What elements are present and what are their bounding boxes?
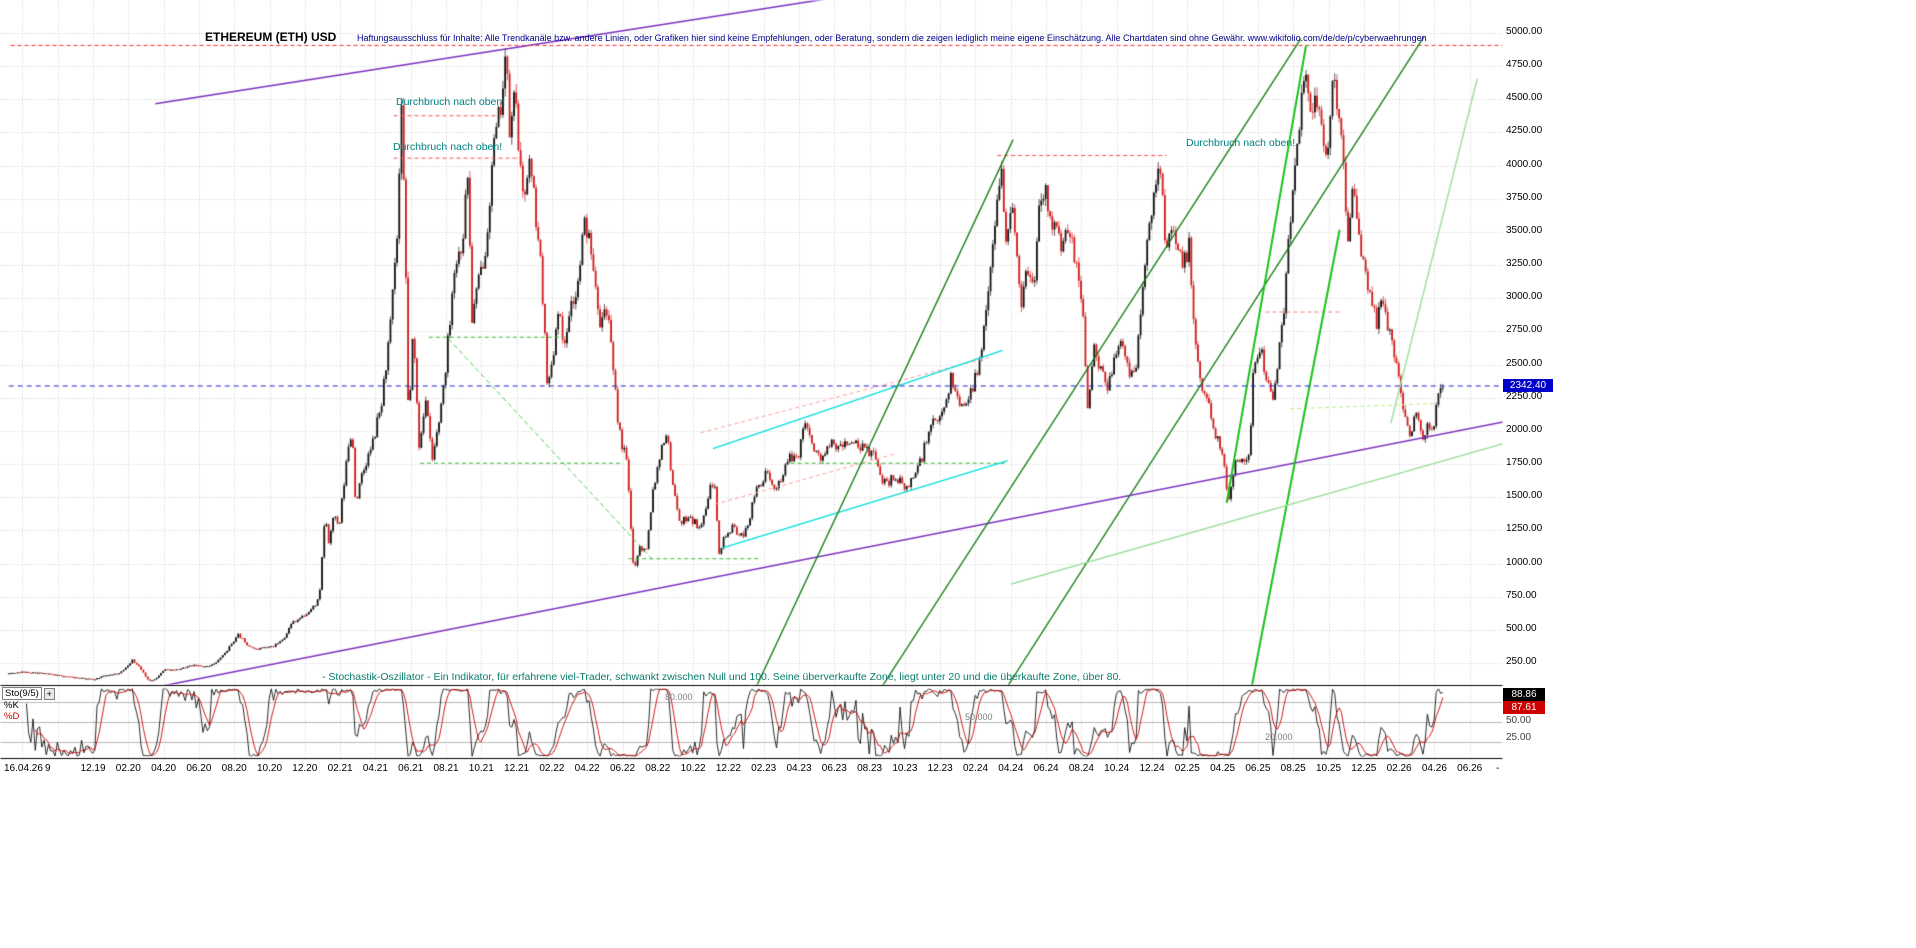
indicator-header[interactable]: Sto(9/5) + — [2, 687, 55, 700]
time-axis-label: 04.21 — [362, 763, 388, 774]
indicator-expand-icon[interactable]: + — [43, 687, 55, 700]
time-axis-label: 08.20 — [221, 763, 247, 774]
price-axis-label: 4500.00 — [1506, 92, 1543, 104]
time-axis-label: 12.25 — [1351, 763, 1377, 774]
time-axis-label: 06.23 — [821, 763, 847, 774]
time-axis-label: 9 — [45, 763, 51, 774]
price-axis-label: 3750.00 — [1506, 191, 1543, 203]
time-axis-label: 02.22 — [539, 763, 565, 774]
sto-axis-label: 25.00 — [1506, 732, 1532, 743]
percent-d-label: %D — [4, 711, 20, 722]
time-axis-label: 06.22 — [609, 763, 636, 774]
price-axis-label: 2500.00 — [1506, 357, 1543, 369]
time-axis-label: 02.21 — [327, 763, 353, 774]
time-axis-label: 04.24 — [998, 763, 1024, 774]
price-axis-label: 250.00 — [1506, 656, 1537, 667]
time-axis-label: 02.25 — [1174, 763, 1200, 774]
time-axis-label: 06.25 — [1245, 763, 1271, 774]
last-price-badge: 2342.40 — [1503, 379, 1553, 392]
price-axis-label: 2250.00 — [1506, 390, 1543, 402]
time-axis-label: 04.23 — [786, 763, 812, 774]
time-axis-label: 10.21 — [468, 763, 494, 774]
stochastic-k-value-badge: 88.86 — [1503, 688, 1545, 701]
price-axis-label: 4250.00 — [1506, 125, 1543, 137]
time-axis-label: 12.22 — [715, 763, 741, 774]
time-axis-label: 08.22 — [645, 763, 671, 774]
price-axis-label: 4750.00 — [1506, 59, 1543, 71]
time-axis-label: 02.23 — [751, 763, 777, 774]
time-axis-label: 02.26 — [1386, 763, 1412, 774]
breakout-annotation: Durchbruch nach oben! — [393, 141, 503, 153]
price-axis-label: 4000.00 — [1506, 158, 1543, 170]
time-axis-label: 04.25 — [1210, 763, 1236, 774]
time-axis-label: 04.22 — [574, 763, 600, 774]
price-axis-label: 3250.00 — [1506, 258, 1543, 270]
time-axis-label: 12.20 — [292, 763, 318, 774]
time-axis-label: 16.04.26 — [4, 763, 43, 774]
time-axis-label: 10.25 — [1315, 763, 1342, 774]
percent-k-label: %K — [4, 700, 19, 711]
time-axis-label: 12.24 — [1139, 763, 1165, 774]
time-axis-label: 02.20 — [115, 763, 141, 774]
time-axis-label: 06.24 — [1033, 763, 1059, 774]
time-axis-label: 08.25 — [1280, 763, 1306, 774]
stochastic-description: - Stochastik-Oszillator - Ein Indikator,… — [322, 671, 1122, 683]
price-axis-label: 3500.00 — [1506, 224, 1543, 236]
time-axis-label: 12.23 — [927, 763, 953, 774]
sto-level-label: 80.000 — [665, 691, 693, 702]
time-axis-label: 08.21 — [433, 763, 459, 774]
breakout-annotation: Durchbruch nach oben! — [1186, 137, 1296, 149]
time-axis-label: 06.21 — [398, 763, 424, 774]
time-axis-label: 06.20 — [186, 763, 212, 774]
sto-level-label: 20.000 — [1265, 732, 1293, 743]
indicator-name[interactable]: Sto(9/5) — [2, 687, 42, 700]
time-axis-label: 04.20 — [151, 763, 177, 774]
price-axis-label: 2750.00 — [1506, 324, 1543, 336]
chart-title: ETHEREUM (ETH) USD — [205, 30, 337, 44]
price-axis-label: 1000.00 — [1506, 556, 1543, 568]
price-axis-label: 2000.00 — [1506, 423, 1543, 435]
price-axis-label: 3000.00 — [1506, 291, 1543, 303]
price-axis-label: 1250.00 — [1506, 523, 1543, 535]
price-axis-label: 1750.00 — [1506, 457, 1543, 469]
time-axis-label: 02.24 — [962, 763, 989, 774]
time-axis-label: 10.20 — [256, 763, 283, 774]
stochastic-d-value-badge: 87.61 — [1503, 701, 1545, 714]
time-axis-label: 10.24 — [1104, 763, 1130, 774]
price-axis-label: 5000.00 — [1506, 26, 1543, 37]
time-axis-label: - — [1496, 763, 1500, 774]
time-axis-label: 12.21 — [504, 763, 530, 774]
time-axis-label: 06.26 — [1457, 763, 1483, 774]
time-axis-label: 08.23 — [857, 763, 883, 774]
time-axis-label: 04.26 — [1421, 763, 1447, 774]
sto-axis-label: 50.00 — [1506, 715, 1532, 726]
breakout-annotation: Durchbruch nach oben! — [396, 96, 506, 108]
disclaimer-text: Haftungsausschluss für Inhalte: Alle Tre… — [357, 33, 1427, 43]
sto-level-label: 50.000 — [965, 712, 993, 722]
price-axis-label: 500.00 — [1506, 622, 1537, 634]
price-axis-label: 1500.00 — [1506, 490, 1543, 502]
time-axis-label: 08.24 — [1068, 763, 1094, 774]
time-axis-label: 12.19 — [80, 763, 106, 774]
price-axis-label: 750.00 — [1506, 589, 1537, 601]
time-axis-label: 10.22 — [680, 763, 706, 774]
time-axis-label: 10.23 — [892, 763, 918, 774]
